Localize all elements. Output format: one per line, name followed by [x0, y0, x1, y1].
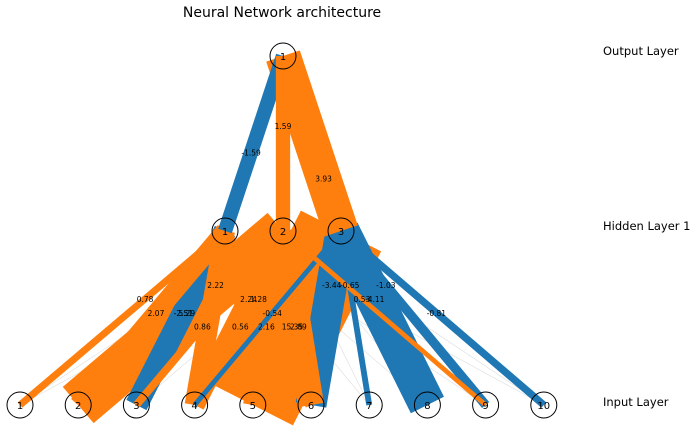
weight-label: -1.03: [376, 281, 396, 290]
weight-label: 0.53: [354, 295, 371, 304]
diagram-title: Neural Network architecture: [183, 5, 381, 21]
weight-label: 2.24: [240, 295, 257, 304]
weight-label: 2.16: [258, 323, 275, 332]
input-node-label: 9: [482, 401, 488, 412]
hidden-node-label: 3: [338, 227, 344, 238]
input-node-label: 4: [191, 401, 197, 412]
weight-edge: [71, 224, 233, 412]
input-node-label: 3: [133, 401, 139, 412]
input-node-label: 2: [75, 401, 81, 412]
hidden-node: [327, 217, 355, 245]
input-node-label: 6: [308, 401, 314, 412]
weight-label: -0.81: [427, 309, 447, 318]
hidden-node-label: 1: [222, 227, 228, 238]
weight-edge: [17, 228, 228, 408]
weight-label: -4.11: [365, 295, 385, 304]
input-node-label: 7: [366, 401, 372, 412]
input-node: [6, 391, 34, 419]
weight-edge: [133, 228, 286, 408]
weight-edge: [266, 50, 358, 237]
weight-edge: [338, 228, 547, 408]
input-node-label: 8: [424, 401, 430, 412]
weight-edge: [338, 230, 373, 406]
input-node: [355, 391, 383, 419]
weight-label: 1.59: [275, 122, 292, 131]
layer-label-output: Output Layer: [603, 44, 679, 58]
weight-label: -2.51: [174, 309, 194, 318]
weight-label: 2.89: [290, 323, 307, 332]
edges-layer: [17, 50, 547, 426]
input-node-label: 5: [250, 401, 256, 412]
input-node: [472, 391, 500, 419]
weight-label: 0.86: [194, 323, 211, 332]
input-node: [530, 391, 558, 419]
hidden-node-label: 2: [280, 227, 286, 238]
input-node: [297, 391, 325, 419]
weight-edge: [337, 228, 490, 408]
output-node-label: 1: [280, 52, 286, 63]
input-node: [413, 391, 441, 419]
input-node: [122, 391, 150, 419]
weight-edge: [281, 229, 488, 407]
weight-label: 0.78: [137, 295, 154, 304]
input-node-label: 1: [17, 401, 23, 412]
weight-edge: [222, 230, 256, 406]
weight-label: 2.22: [207, 281, 224, 290]
weight-label: -0.65: [340, 281, 360, 290]
hidden-node: [211, 217, 239, 245]
weight-label: 3.93: [315, 175, 332, 184]
weight-label: 0.56: [232, 323, 249, 332]
weight-label: -3.44: [322, 281, 342, 290]
layer-label-hidden: Hidden Layer 1: [603, 219, 691, 233]
output-node: [269, 42, 297, 70]
input-node: [181, 391, 209, 419]
nodes-layer: 1 2 3 4 5 6 7 8 9 10 1 2 3 1: [6, 42, 558, 419]
hidden-node: [269, 217, 297, 245]
input-node: [239, 391, 267, 419]
weight-label: 1.28: [250, 295, 267, 304]
weight-edge: [218, 53, 290, 234]
input-node: [64, 391, 92, 419]
labels-layer: 15.35 5.29 -4.11 -3.44 2.89 -2.51 2.24 2.22 2.16…: [137, 122, 447, 332]
weight-label: -1.59: [241, 148, 261, 157]
weight-label: 5.29: [178, 309, 195, 318]
weight-label: -0.54: [262, 309, 282, 318]
input-node-label: 10: [537, 401, 550, 412]
weight-label: 2.07: [148, 309, 165, 318]
weight-label: 15.35: [282, 323, 304, 332]
layer-label-input: Input Layer: [603, 395, 669, 409]
